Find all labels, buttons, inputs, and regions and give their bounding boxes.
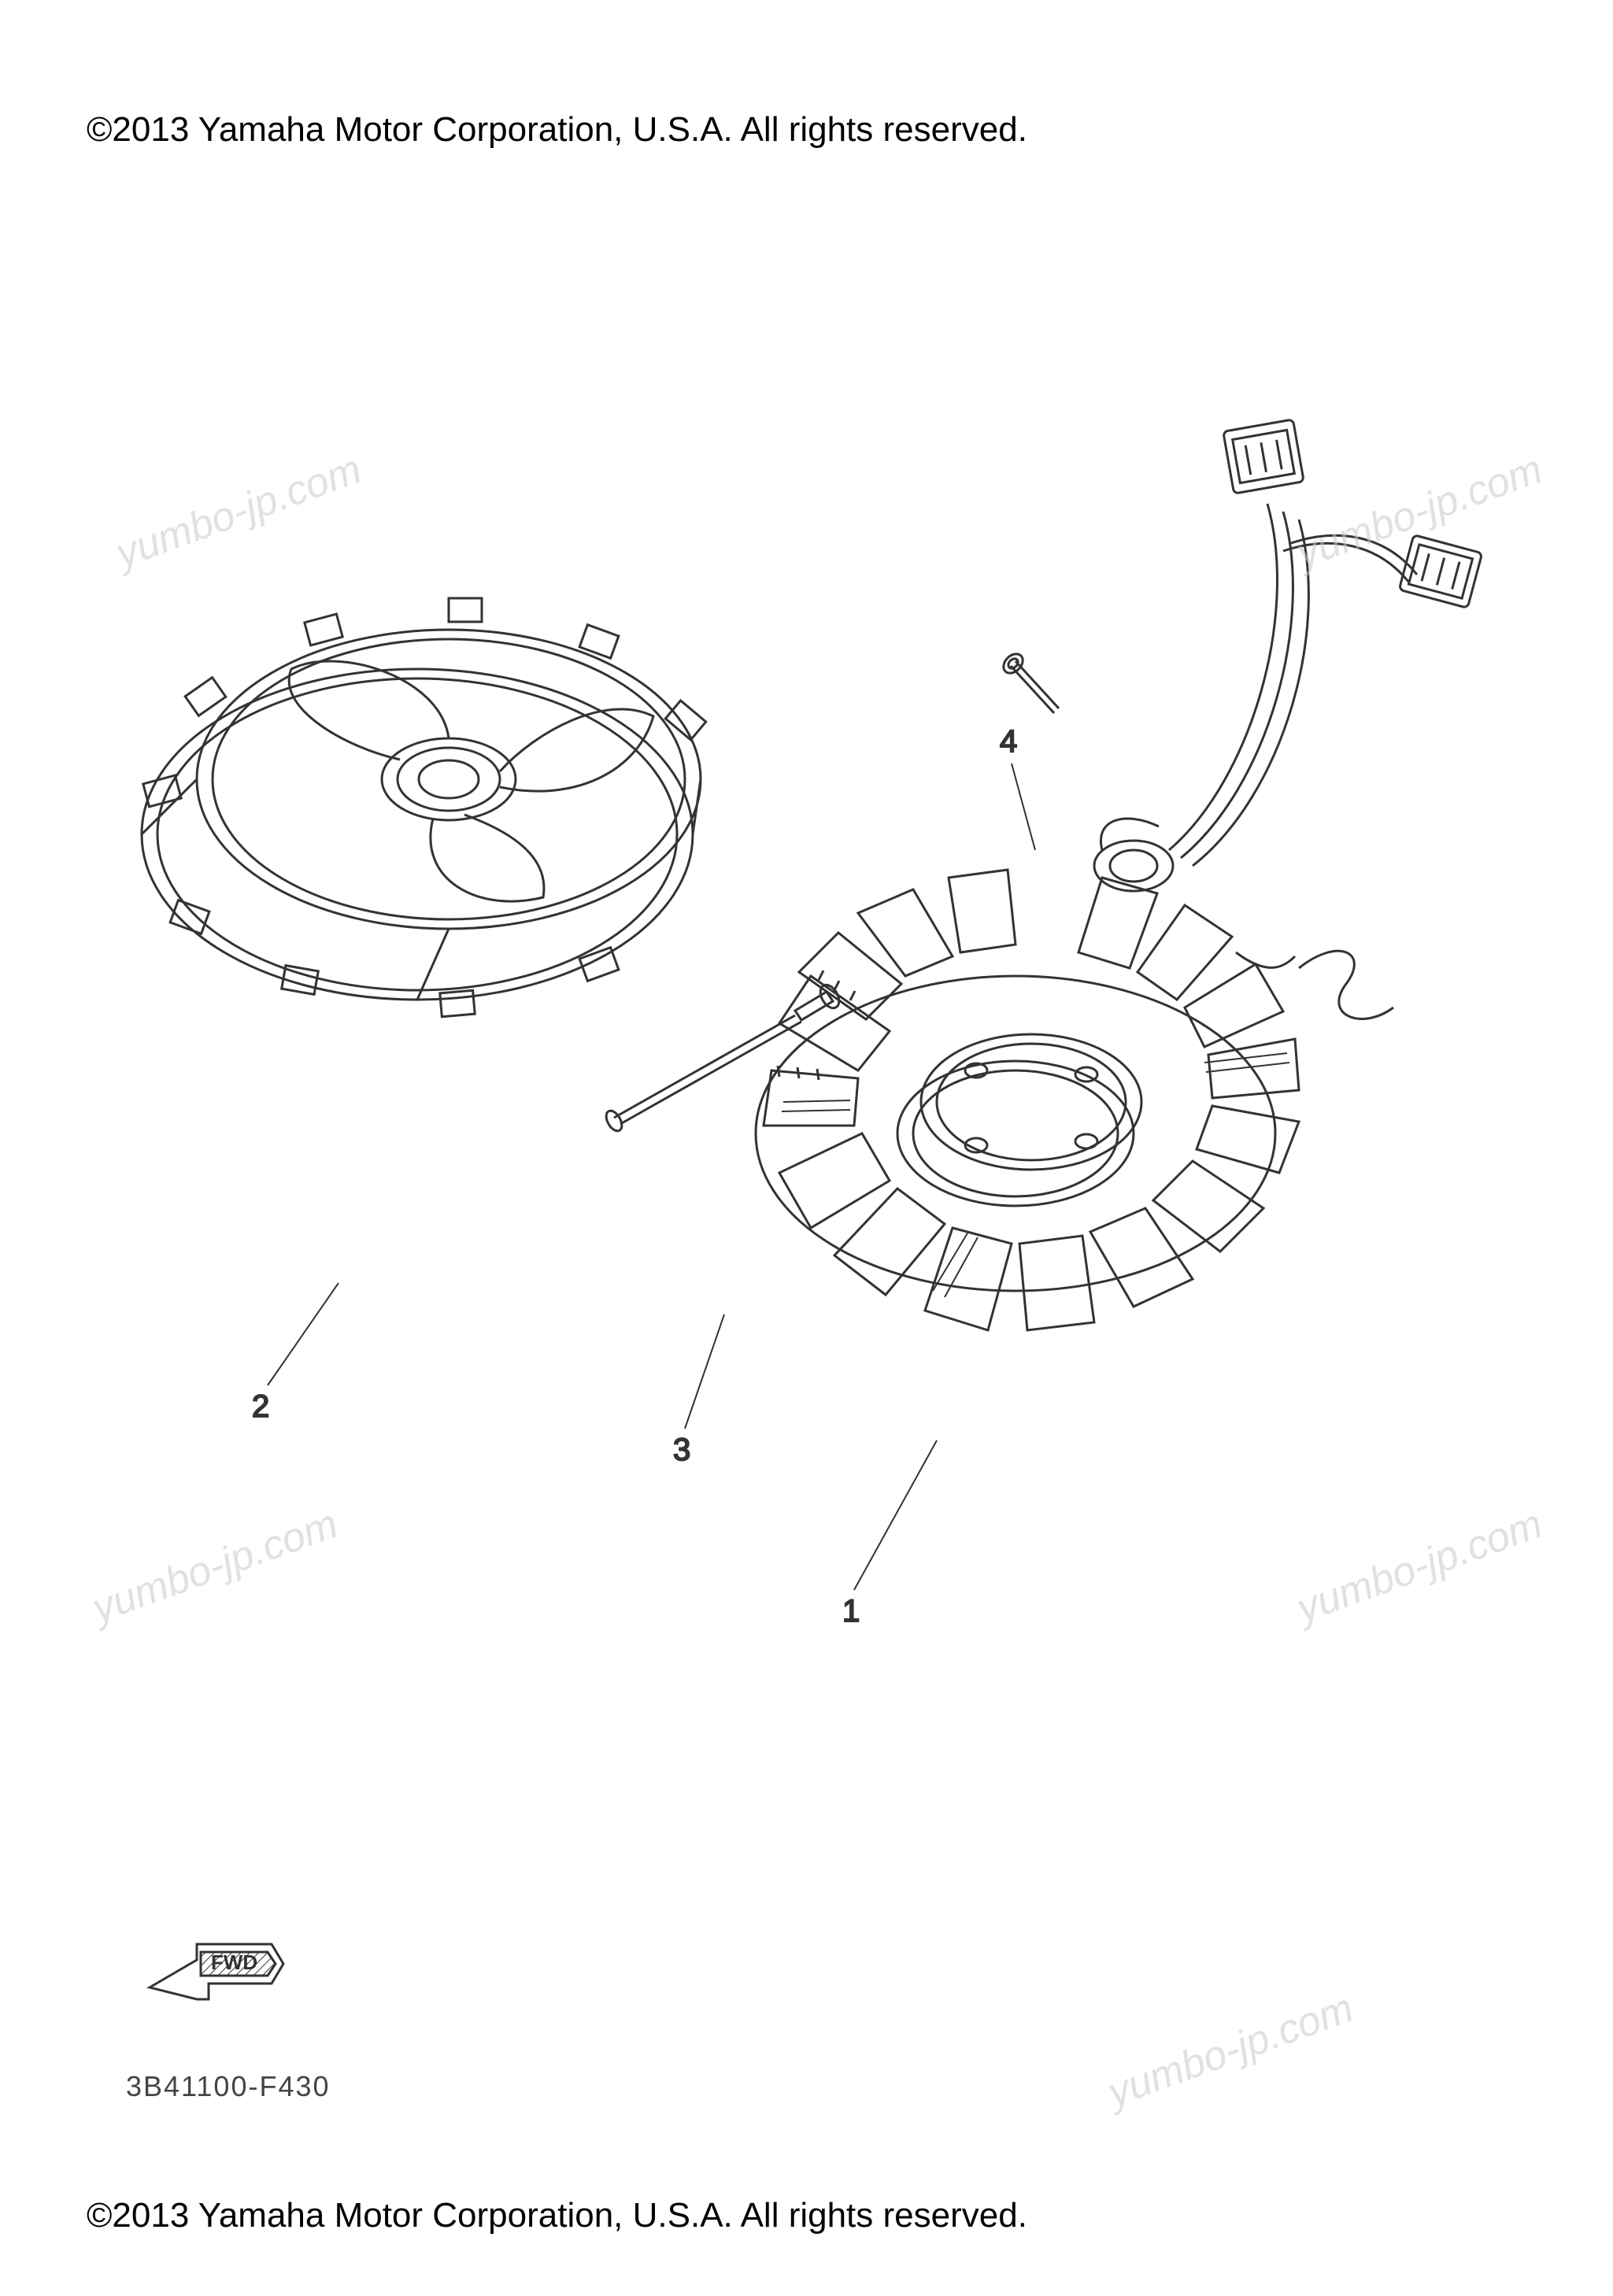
drawing-code: 3B41100-F430 (126, 2070, 331, 2103)
wiring-harness (1094, 420, 1482, 1019)
callout-2: 2 (252, 1389, 269, 1424)
stator-assembly (756, 870, 1299, 1330)
exploded-diagram: 1 2 3 4 (71, 268, 1543, 1999)
fwd-arrow: FWD (126, 1924, 299, 2027)
page-container: ©2013 Yamaha Motor Corporation, U.S.A. A… (0, 0, 1613, 2296)
callout-3: 3 (673, 1433, 690, 1467)
callout-4: 4 (1000, 724, 1017, 759)
watermark: yumbo-jp.com (1102, 1984, 1360, 2117)
copyright-bottom: ©2013 Yamaha Motor Corporation, U.S.A. A… (87, 2196, 1027, 2235)
copyright-top: ©2013 Yamaha Motor Corporation, U.S.A. A… (87, 110, 1027, 150)
fwd-label: FWD (211, 1950, 257, 1974)
diagram-container: 1 2 3 4 (71, 268, 1543, 1999)
rotor-flywheel (142, 598, 706, 1017)
callout-1: 1 (842, 1594, 860, 1629)
screw-small (1000, 650, 1059, 713)
